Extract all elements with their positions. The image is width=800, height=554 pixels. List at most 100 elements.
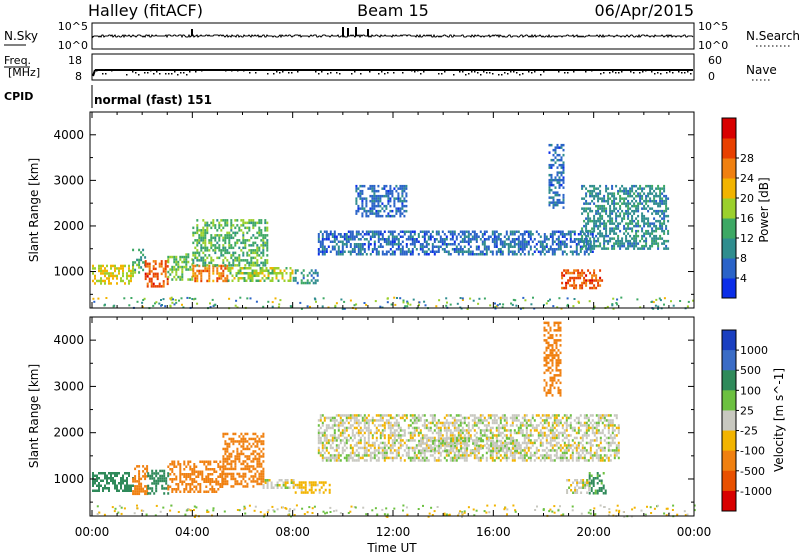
echo-cell	[477, 253, 480, 256]
echo-cell	[548, 166, 551, 169]
nave-dot	[126, 74, 128, 76]
echo-cell	[387, 424, 390, 427]
echo-cell	[234, 241, 237, 245]
echo-cell	[179, 465, 182, 468]
echo-cell	[619, 247, 622, 250]
echo-cell	[304, 281, 307, 285]
echo-cell	[337, 454, 340, 457]
echo-cell	[266, 249, 269, 252]
clutter-cell	[670, 300, 672, 303]
echo-cell	[523, 456, 526, 460]
echo-cell	[142, 470, 145, 473]
echo-cell	[399, 426, 402, 430]
echo-cell	[162, 282, 165, 286]
echo-cell	[226, 455, 229, 458]
echo-cell	[167, 275, 170, 279]
echo-cell	[158, 282, 161, 286]
date-title: 06/Apr/2015	[594, 1, 694, 20]
echo-cell	[377, 184, 380, 188]
echo-cell	[487, 421, 490, 425]
echo-cell	[349, 416, 352, 420]
echo-cell	[557, 248, 560, 251]
echo-cell	[355, 202, 358, 205]
echo-cell	[491, 250, 494, 253]
echo-cell	[425, 245, 428, 248]
echo-cell	[457, 436, 460, 440]
echo-cell	[631, 219, 634, 223]
echo-cell	[521, 238, 524, 241]
echo-cell	[653, 197, 656, 200]
echo-cell	[302, 481, 305, 484]
echo-cell	[296, 281, 299, 285]
echo-cell	[475, 454, 478, 457]
echo-cell	[585, 279, 588, 282]
clutter-cell	[105, 297, 108, 299]
echo-cell	[383, 444, 386, 447]
echo-cell	[282, 481, 285, 484]
clutter-cell	[620, 296, 623, 299]
echo-cell	[583, 281, 586, 285]
echo-cell	[208, 224, 211, 227]
echo-cell	[635, 242, 638, 245]
echo-cell	[140, 251, 143, 254]
echo-cell	[491, 238, 494, 241]
echo-cell	[130, 269, 132, 273]
echo-cell	[108, 472, 110, 475]
echo-cell	[369, 444, 372, 447]
echo-cell	[209, 480, 212, 483]
echo-cell	[341, 253, 344, 256]
echo-cell	[212, 259, 215, 262]
echo-cell	[175, 483, 178, 486]
echo-cell	[439, 421, 442, 425]
echo-cell	[371, 436, 374, 440]
echo-cell	[497, 248, 500, 251]
clutter-cell	[404, 305, 407, 308]
echo-cell	[603, 199, 606, 203]
echo-cell	[263, 269, 266, 272]
echo-cell	[234, 462, 237, 466]
echo-cell	[433, 436, 436, 440]
echo-cell	[451, 421, 454, 425]
echo-cell	[162, 280, 165, 283]
echo-cell	[527, 235, 530, 238]
echo-cell	[205, 490, 208, 493]
echo-cell	[445, 451, 448, 455]
echo-cell	[183, 265, 186, 269]
echo-cell	[583, 224, 586, 228]
echo-cell	[181, 270, 184, 274]
echo-cell	[192, 251, 195, 255]
clutter-cell	[515, 304, 518, 307]
echo-cell	[246, 432, 249, 436]
echo-cell	[493, 238, 496, 241]
echo-cell	[521, 431, 524, 435]
echo-cell	[242, 435, 245, 438]
echo-cell	[457, 419, 460, 422]
echo-cell	[387, 212, 390, 215]
echo-cell	[575, 276, 578, 280]
echo-cell	[353, 459, 356, 462]
echo-cell	[383, 238, 386, 241]
echo-cell	[252, 264, 255, 267]
echo-cell	[151, 482, 154, 485]
echo-cell	[185, 478, 188, 481]
echo-cell	[323, 245, 326, 248]
echo-cell	[196, 256, 199, 260]
echo-cell	[469, 253, 472, 256]
echo-cell	[155, 474, 158, 478]
echo-cell	[495, 456, 498, 460]
echo-cell	[631, 244, 634, 248]
echo-cell	[503, 414, 506, 417]
echo-cell	[240, 224, 243, 227]
echo-cell	[329, 456, 332, 460]
echo-cell	[357, 209, 360, 213]
echo-cell	[556, 166, 559, 169]
echo-cell	[560, 178, 563, 182]
echo-cell	[298, 483, 301, 487]
echo-cell	[459, 230, 462, 233]
echo-cell	[489, 426, 492, 430]
echo-cell	[371, 451, 374, 455]
echo-cell	[258, 482, 261, 486]
power-ylabel: Slant Range [km]	[27, 158, 41, 262]
echo-cell	[367, 187, 370, 190]
echo-cell	[371, 230, 374, 233]
